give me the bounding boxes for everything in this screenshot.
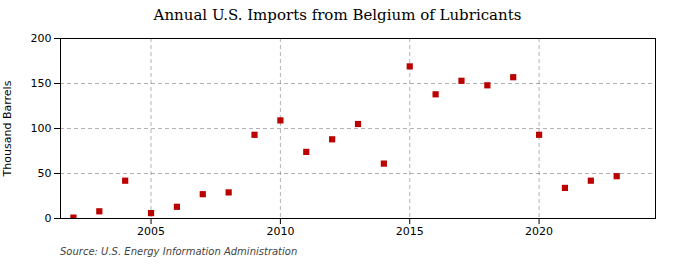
html-text:Source: U.S. Energy Informatio: Source: U.S. Energy Information Administ… <box>60 246 298 257</box>
svg-text:2015: 2015 <box>396 225 424 238</box>
svg-text:150: 150 <box>31 77 52 90</box>
html-text:Annual U.S. Imports from Belgi: Annual U.S. Imports from Belgium of Lubr… <box>153 6 522 24</box>
svg-text:2020: 2020 <box>525 225 553 238</box>
svg-text:50: 50 <box>38 167 52 180</box>
svg-text:0: 0 <box>45 212 52 225</box>
svg-text:200: 200 <box>31 32 52 45</box>
svg-text:2005: 2005 <box>137 225 165 238</box>
svg-text:100: 100 <box>31 122 52 135</box>
svg-text:Thousand Barrels: Thousand Barrels <box>1 80 14 177</box>
svg-text:2010: 2010 <box>266 225 294 238</box>
